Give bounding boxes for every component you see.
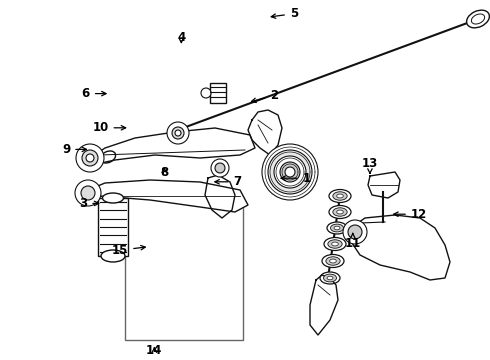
Circle shape bbox=[285, 167, 295, 177]
Ellipse shape bbox=[102, 193, 123, 203]
Circle shape bbox=[280, 162, 300, 182]
Ellipse shape bbox=[330, 259, 336, 263]
Text: 6: 6 bbox=[82, 87, 106, 100]
Text: 15: 15 bbox=[112, 244, 146, 257]
Circle shape bbox=[215, 163, 225, 173]
Polygon shape bbox=[248, 110, 282, 155]
Polygon shape bbox=[90, 128, 255, 165]
Text: 14: 14 bbox=[146, 345, 163, 357]
Circle shape bbox=[348, 225, 362, 239]
Ellipse shape bbox=[326, 257, 340, 265]
Polygon shape bbox=[205, 175, 235, 218]
Polygon shape bbox=[350, 215, 450, 280]
Ellipse shape bbox=[337, 194, 343, 198]
Circle shape bbox=[201, 88, 211, 98]
Ellipse shape bbox=[329, 189, 351, 202]
Circle shape bbox=[172, 127, 184, 139]
Ellipse shape bbox=[333, 208, 347, 216]
Text: 2: 2 bbox=[251, 89, 278, 103]
Text: 7: 7 bbox=[215, 175, 242, 188]
Ellipse shape bbox=[333, 192, 347, 200]
Ellipse shape bbox=[329, 206, 351, 219]
Ellipse shape bbox=[334, 226, 340, 230]
Text: 11: 11 bbox=[344, 233, 361, 249]
Ellipse shape bbox=[323, 274, 337, 282]
Circle shape bbox=[274, 156, 306, 188]
Ellipse shape bbox=[322, 255, 344, 267]
Text: 12: 12 bbox=[394, 208, 427, 221]
Circle shape bbox=[343, 220, 367, 244]
Ellipse shape bbox=[327, 276, 333, 280]
Text: 13: 13 bbox=[362, 157, 378, 174]
Circle shape bbox=[81, 186, 95, 200]
Circle shape bbox=[175, 130, 181, 136]
Circle shape bbox=[75, 180, 101, 206]
Ellipse shape bbox=[332, 242, 338, 246]
Text: 1: 1 bbox=[281, 172, 310, 185]
Circle shape bbox=[262, 144, 318, 200]
Bar bbox=[98, 198, 128, 256]
Text: 10: 10 bbox=[92, 121, 125, 134]
Ellipse shape bbox=[337, 210, 343, 214]
Text: 9: 9 bbox=[62, 143, 86, 156]
Polygon shape bbox=[310, 275, 338, 335]
Ellipse shape bbox=[327, 222, 347, 234]
Ellipse shape bbox=[330, 224, 343, 232]
Ellipse shape bbox=[471, 14, 485, 24]
Circle shape bbox=[82, 150, 98, 166]
Polygon shape bbox=[368, 172, 400, 198]
Ellipse shape bbox=[466, 10, 490, 28]
Circle shape bbox=[76, 144, 104, 172]
Text: 8: 8 bbox=[160, 166, 168, 179]
Ellipse shape bbox=[328, 240, 342, 248]
Text: 5: 5 bbox=[271, 7, 298, 20]
Text: 3: 3 bbox=[79, 197, 98, 210]
Ellipse shape bbox=[101, 250, 125, 262]
Ellipse shape bbox=[324, 238, 346, 251]
Text: 4: 4 bbox=[177, 31, 185, 44]
Polygon shape bbox=[88, 180, 248, 212]
Circle shape bbox=[211, 159, 229, 177]
Circle shape bbox=[268, 150, 312, 194]
Circle shape bbox=[86, 154, 94, 162]
Ellipse shape bbox=[100, 151, 116, 163]
Bar bbox=[125, 196, 243, 340]
Bar bbox=[210, 83, 226, 103]
Circle shape bbox=[167, 122, 189, 144]
Ellipse shape bbox=[320, 272, 340, 284]
